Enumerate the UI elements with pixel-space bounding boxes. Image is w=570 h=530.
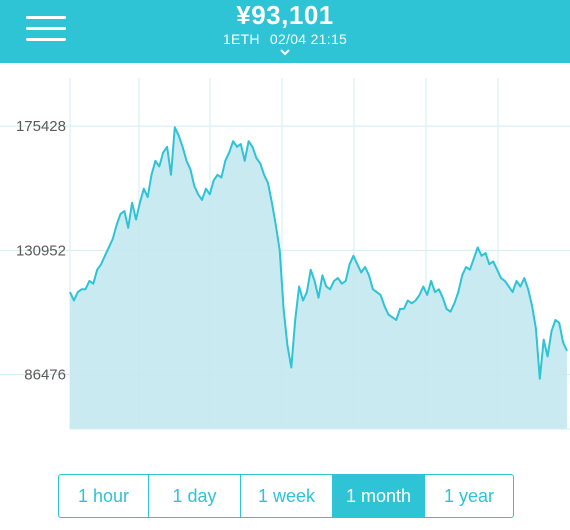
range-1-year-button[interactable]: 1 year (443, 485, 495, 506)
range-1-day-button[interactable]: 1 day (149, 475, 241, 517)
time-range-selector: 1 hour 1 day 1 week 1 month 1 year (58, 474, 514, 518)
unit-label: 1ETH (222, 31, 260, 47)
timestamp: 02/04 21:15 (269, 31, 348, 47)
range-1-week-button[interactable]: 1 week (241, 475, 333, 517)
price-subtitle: 1ETH 02/04 21:15 (0, 31, 570, 47)
price-area-fill (70, 127, 567, 430)
y-tick-label: 86476 (24, 367, 66, 384)
current-price: ¥93,101 (236, 0, 334, 30)
chevron-down-icon[interactable] (280, 48, 290, 56)
price-line (69, 126, 568, 380)
range-1-hour-button[interactable]: 1 hour (59, 475, 149, 517)
y-tick-label: 175428 (16, 118, 66, 135)
top-bar: ¥93,101 1ETH 02/04 21:15 (0, 0, 570, 63)
y-tick-label: 130952 (16, 242, 66, 259)
hamburger-menu-icon[interactable] (26, 16, 66, 42)
price-chart: 175428130952864761/101/141/181/231/271/3… (0, 78, 570, 430)
range-1-month-button[interactable]: 1 month (333, 475, 425, 517)
